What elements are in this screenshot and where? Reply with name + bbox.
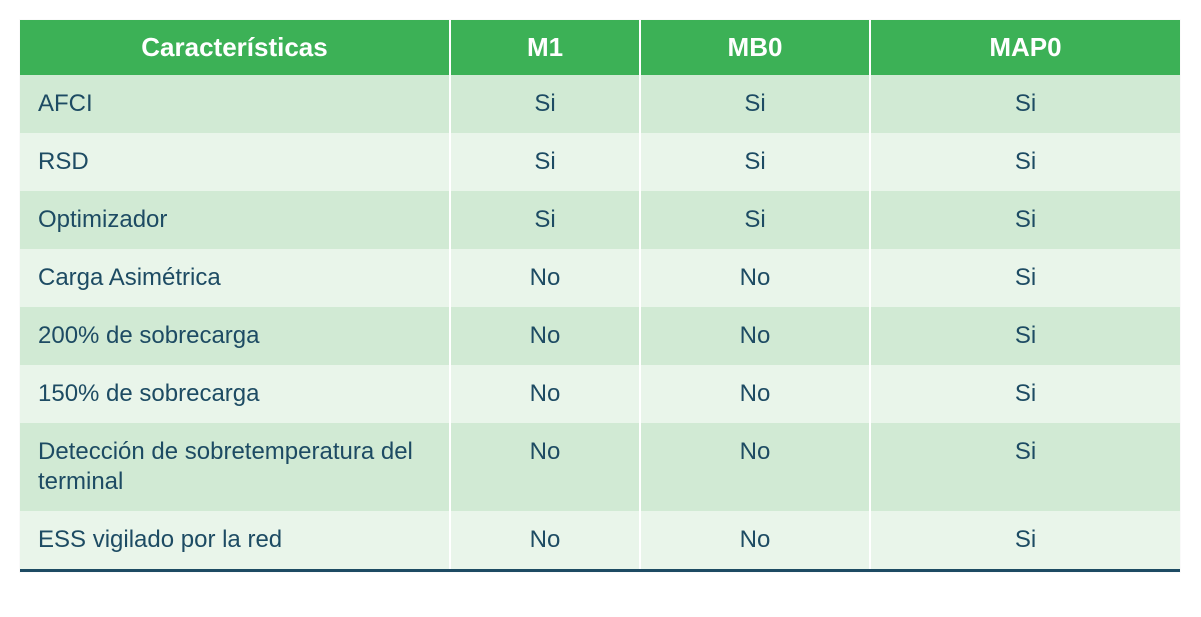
table-row: 150% de sobrecarga No No Si — [20, 365, 1180, 423]
cell-mb0: Si — [640, 133, 870, 191]
col-header-m1: M1 — [450, 20, 640, 75]
table-row: 200% de sobrecarga No No Si — [20, 307, 1180, 365]
cell-map0: Si — [870, 511, 1180, 569]
feature-name: Optimizador — [20, 191, 450, 249]
cell-mb0: No — [640, 511, 870, 569]
cell-m1: Si — [450, 133, 640, 191]
cell-map0: Si — [870, 249, 1180, 307]
cell-map0: Si — [870, 133, 1180, 191]
table-body: AFCI Si Si Si RSD Si Si Si Optimizador S… — [20, 75, 1180, 569]
feature-name: 200% de sobrecarga — [20, 307, 450, 365]
cell-m1: No — [450, 307, 640, 365]
table-row: Carga Asimétrica No No Si — [20, 249, 1180, 307]
cell-mb0: No — [640, 423, 870, 511]
cell-m1: No — [450, 365, 640, 423]
cell-m1: No — [450, 511, 640, 569]
col-header-caracteristicas: Características — [20, 20, 450, 75]
cell-m1: Si — [450, 75, 640, 133]
cell-mb0: Si — [640, 191, 870, 249]
table-row: ESS vigilado por la red No No Si — [20, 511, 1180, 569]
cell-map0: Si — [870, 191, 1180, 249]
cell-map0: Si — [870, 307, 1180, 365]
cell-map0: Si — [870, 75, 1180, 133]
cell-map0: Si — [870, 365, 1180, 423]
col-header-mb0: MB0 — [640, 20, 870, 75]
feature-name: AFCI — [20, 75, 450, 133]
feature-name: Detección de sobretemperatura del termin… — [20, 423, 450, 511]
table-header-row: Características M1 MB0 MAP0 — [20, 20, 1180, 75]
feature-name: 150% de sobrecarga — [20, 365, 450, 423]
cell-mb0: No — [640, 307, 870, 365]
cell-map0: Si — [870, 423, 1180, 511]
cell-mb0: Si — [640, 75, 870, 133]
comparison-table: Características M1 MB0 MAP0 AFCI Si Si S… — [20, 20, 1180, 569]
cell-m1: Si — [450, 191, 640, 249]
cell-m1: No — [450, 249, 640, 307]
cell-m1: No — [450, 423, 640, 511]
table-row: AFCI Si Si Si — [20, 75, 1180, 133]
table-row: RSD Si Si Si — [20, 133, 1180, 191]
table-row: Optimizador Si Si Si — [20, 191, 1180, 249]
table-row: Detección de sobretemperatura del termin… — [20, 423, 1180, 511]
cell-mb0: No — [640, 365, 870, 423]
comparison-table-container: Características M1 MB0 MAP0 AFCI Si Si S… — [20, 20, 1180, 572]
feature-name: ESS vigilado por la red — [20, 511, 450, 569]
feature-name: RSD — [20, 133, 450, 191]
col-header-map0: MAP0 — [870, 20, 1180, 75]
cell-mb0: No — [640, 249, 870, 307]
feature-name: Carga Asimétrica — [20, 249, 450, 307]
